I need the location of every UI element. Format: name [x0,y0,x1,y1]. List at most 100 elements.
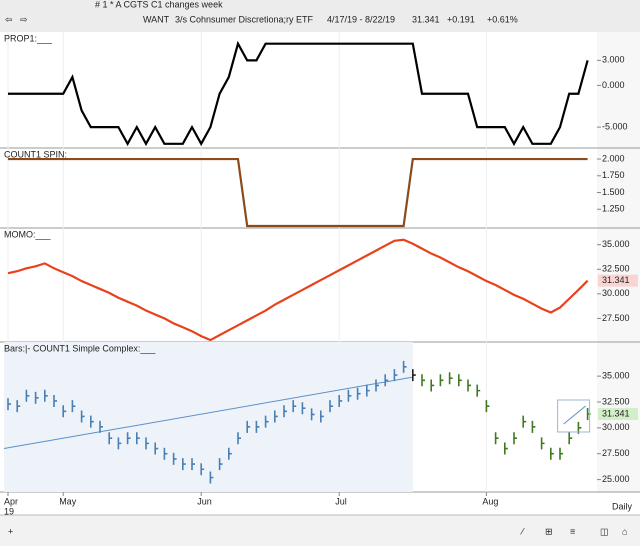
last-value-label: 31.341 [602,408,630,418]
price-bar [200,463,205,476]
y-tick-label: 35.000 [602,371,630,381]
price-bar [182,458,186,471]
price-bar [218,458,223,471]
panel-label: PROP1:___ [4,33,53,43]
x-tick-label: Apr [4,496,18,506]
price-bar [568,432,573,445]
price-bar [559,447,563,460]
arrow-line [563,405,586,425]
price-bar [430,379,435,392]
price-bar [439,374,444,387]
price-bar [7,398,11,411]
price-bar [448,372,453,385]
selection-box [557,399,591,433]
price-bar [531,420,536,433]
forward-icon[interactable]: ⇨ [20,14,28,24]
x-tick-label: Jul [335,496,347,506]
draw-icon[interactable]: ⁄ [520,526,525,536]
tool-icon[interactable]: ◫ [600,526,609,536]
change-pct: +0.61% [487,14,518,24]
date-range: 4/17/19 - 8/22/19 [327,14,395,24]
price-bar [126,432,131,445]
x-year-label: 19 [4,506,14,516]
price-bar [366,384,370,397]
price-bar [513,432,517,445]
price-bar [53,394,57,407]
y-tick-label: 1.250 [602,204,625,214]
plus-icon[interactable]: + [8,526,13,536]
price-bar [338,394,343,407]
tool-icon[interactable]: ⌂ [622,526,627,536]
price-bar [458,374,462,387]
y-tick-label: 27.500 [602,313,630,323]
price-bar [255,420,260,433]
price-bar [402,360,407,373]
price-bar [494,432,499,445]
back-icon[interactable]: ⇦ [5,14,13,24]
y-tick-label: 35.000 [602,239,630,249]
series-line [8,157,588,228]
series-line [8,40,589,147]
price-bar [283,405,287,418]
price-bar [62,405,67,418]
price-bar [163,447,168,460]
price-bar [34,391,39,404]
price-bar [117,437,122,450]
y-tick-label: 30.000 [602,288,630,298]
price-bar [476,384,481,397]
trend-region [4,342,413,492]
price-bar [145,437,149,450]
price-bar [384,374,389,387]
price-bar [467,379,471,392]
window-title: # 1 * A CGTS C1 changes week [95,0,223,9]
last-value-box [598,274,638,287]
y-tick-label: 25.000 [602,474,630,484]
price-bar [44,389,48,402]
price-bar [16,400,21,413]
price-bar [504,442,508,455]
price-bar [393,369,398,382]
last-value-label: 31.341 [602,275,630,285]
price-bar [71,400,76,413]
last-price: 31.341 [412,14,440,24]
x-tick-label: Jun [197,496,212,506]
price-bar [421,374,425,387]
price-bar [292,400,297,413]
price-bar [320,410,324,423]
y-tick-label: 1.500 [602,187,625,197]
y-tick-label: 30.000 [602,422,630,432]
price-bar [485,400,490,413]
interval[interactable]: Daily [612,501,633,511]
price-bar [209,471,214,484]
trend-line [3,376,413,450]
price-bar [246,420,251,433]
panel-label: Bars:|- COUNT1 Simple Complex:___ [4,343,156,353]
y-tick-label: 27.500 [602,448,630,458]
y-tick-label: 1.750 [602,170,625,180]
y-tick-label: 32.500 [602,264,630,274]
price-bar [310,408,315,421]
symbol: WANT [143,14,170,24]
panel-label: COUNT1 SPIN:___ [4,149,83,159]
price-bar [301,402,306,415]
price-bar [329,400,333,413]
price-bar [136,432,140,445]
panel-label: MOMO:___ [4,229,52,239]
toolbar [0,515,640,546]
tool-icon[interactable]: ≡ [570,526,575,536]
price-bar [228,447,232,460]
price-bar [356,387,361,400]
price-bar [412,369,416,382]
series-line [7,238,589,342]
title-bar [0,0,640,32]
price-bar [99,420,103,433]
price-bar [90,415,94,428]
x-tick-label: Aug [482,496,498,506]
y-tick-label: 0.000 [602,80,625,90]
price-bar [80,410,85,423]
price-bar [550,447,554,460]
y-tick-label: 32.500 [602,396,630,406]
y-tick-label: 2.000 [602,153,625,163]
tool-icon[interactable]: ⊞ [545,526,553,536]
